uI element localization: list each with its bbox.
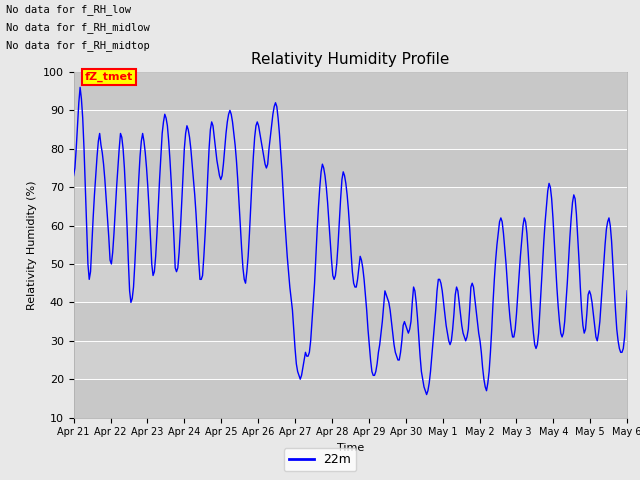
Title: Relativity Humidity Profile: Relativity Humidity Profile (252, 52, 449, 67)
Bar (74, 149, 627, 187)
Text: No data for f_RH_midtop: No data for f_RH_midtop (6, 40, 150, 51)
X-axis label: Time: Time (337, 443, 364, 453)
Bar (74, 379, 627, 418)
Legend: 22m: 22m (284, 448, 356, 471)
Bar (74, 302, 627, 341)
Bar (74, 264, 627, 302)
Bar (74, 72, 627, 110)
Y-axis label: Relativity Humidity (%): Relativity Humidity (%) (28, 180, 37, 310)
Text: fZ_tmet: fZ_tmet (84, 72, 133, 82)
Bar (74, 187, 627, 226)
Text: No data for f_RH_low: No data for f_RH_low (6, 4, 131, 15)
Bar (74, 110, 627, 149)
Bar (74, 226, 627, 264)
Text: No data for f_RH_midlow: No data for f_RH_midlow (6, 22, 150, 33)
Bar (74, 341, 627, 379)
